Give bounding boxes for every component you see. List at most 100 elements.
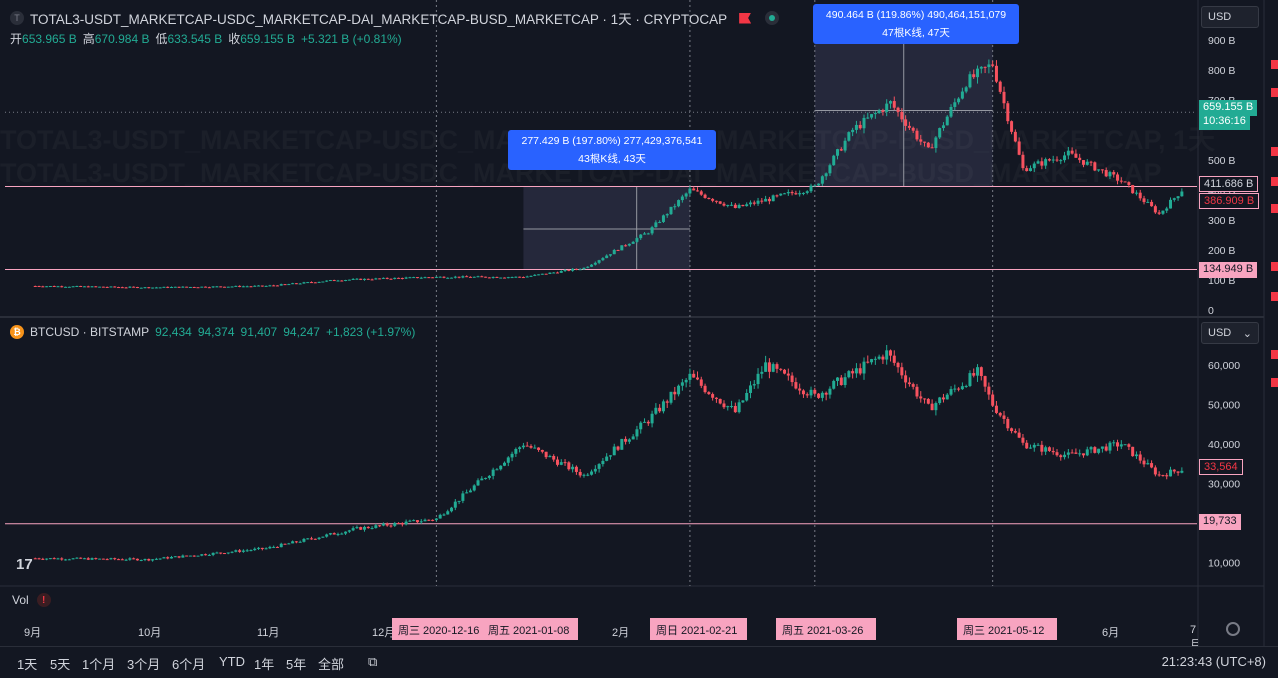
btc-candle (1055, 452, 1059, 456)
total3-candle (1108, 172, 1112, 177)
btc-candle (113, 558, 117, 560)
btc-candle (514, 448, 518, 454)
btc-candle (408, 520, 412, 522)
range-ytd[interactable]: YTD (219, 654, 245, 669)
btc-candle (272, 546, 276, 548)
total3-candle (67, 286, 71, 288)
btc-candle (832, 380, 836, 389)
settings-gear-icon[interactable] (1226, 622, 1240, 636)
btc-candle (283, 543, 287, 545)
total3-candle (548, 272, 552, 275)
warning-icon[interactable]: ! (36, 593, 51, 607)
timezone-clock[interactable]: 21:23:43 (UTC+8) (1161, 654, 1266, 669)
range-all[interactable]: 全部 (318, 657, 345, 672)
total3-candle (340, 280, 344, 282)
btc-candle (771, 364, 775, 372)
btc-candle (767, 362, 771, 372)
btc-candle (1085, 449, 1089, 456)
btc-candle (631, 436, 635, 440)
symbol-icon: T (10, 11, 24, 25)
range-1d[interactable]: 1天 (17, 657, 38, 672)
range-5d[interactable]: 5天 (50, 657, 71, 672)
btc-candle (960, 386, 964, 390)
btc-candle (117, 559, 121, 561)
total3-candle (1119, 180, 1123, 182)
total3-candle (919, 139, 923, 142)
total3-candle (941, 125, 945, 129)
total3-candle (885, 103, 889, 112)
btc-candle (627, 439, 631, 442)
total3-candle (219, 286, 223, 288)
calendar-compare-icon[interactable]: ⧉ (368, 654, 378, 669)
total3-candle (661, 215, 665, 222)
btc-candle (480, 478, 484, 481)
btc-candle (166, 557, 170, 559)
total3-candle (450, 277, 454, 279)
btc-candle (870, 359, 874, 363)
side-marker (1271, 147, 1278, 156)
total3-candle (1021, 154, 1025, 169)
measure-2-line-1: 490.464 B (119.86%) 490,464,151,079 (825, 9, 1007, 21)
btc-candle (332, 533, 336, 535)
total3-candle (832, 155, 836, 166)
total3-candle (105, 286, 109, 288)
total3-candle (1180, 191, 1184, 197)
volume-label[interactable]: Vol (12, 593, 29, 607)
total3-candle (306, 282, 310, 284)
btc-candle (658, 407, 662, 412)
btc-candle (779, 368, 783, 370)
range-3m[interactable]: 3个月 (127, 657, 161, 672)
currency-select-btc[interactable]: USD ⌄ (1201, 322, 1259, 344)
btc-candle (695, 377, 699, 380)
y-tick-label-btc: 40,000 (1208, 439, 1240, 451)
btc-candle (1044, 447, 1048, 452)
currency-select-top[interactable]: USD (1201, 6, 1259, 28)
btc-candle (571, 466, 575, 470)
range-1m[interactable]: 1个月 (82, 657, 116, 672)
total3-candle (1036, 161, 1040, 164)
total3-candle (177, 286, 181, 288)
range-6m[interactable]: 6个月 (172, 657, 206, 672)
range-5y[interactable]: 5年 (286, 657, 307, 672)
total3-candle (726, 204, 730, 206)
side-marker (1271, 350, 1278, 359)
total3-candle (313, 282, 317, 284)
total3-candle (1051, 159, 1055, 161)
btc-candle (1131, 446, 1135, 457)
total3-candle (347, 279, 351, 281)
btc-candle (340, 533, 344, 535)
btc-symbol[interactable]: BTCUSD · BITSTAMP (30, 325, 150, 339)
range-1y[interactable]: 1年 (254, 657, 275, 672)
total3-candle (453, 276, 457, 278)
total3-candle (737, 204, 741, 208)
total3-candle (310, 282, 314, 284)
symbol-title[interactable]: TOTAL3-USDT_MARKETCAP-USDC_MARKETCAP-DAI… (30, 12, 728, 27)
btc-candle (809, 389, 813, 396)
total3-candle (809, 185, 813, 192)
btc-candle (976, 367, 980, 376)
x-tag-4: 周五 2021-03-26 (776, 618, 876, 640)
btc-candle (238, 550, 242, 552)
x-label-nov: 11月 (257, 627, 280, 639)
total3-candle (113, 286, 117, 288)
flag-icon[interactable] (739, 12, 752, 24)
btc-candle (328, 533, 332, 535)
total3-candle (764, 198, 768, 202)
total3-candle (139, 287, 143, 289)
visibility-icon[interactable] (765, 11, 780, 25)
btc-candle (699, 379, 703, 386)
btc-candle (219, 552, 223, 554)
x-label-jun: 6月 (1102, 627, 1120, 639)
total3-candle (994, 65, 998, 82)
btc-candle (56, 558, 60, 560)
btc-candle (707, 392, 711, 395)
measure-1-line-1: 277.429 B (197.80%) 277,429,376,541 (521, 135, 703, 147)
total3-candle (264, 285, 268, 287)
btc-candle (48, 558, 52, 560)
btc-candle (1150, 463, 1154, 468)
tradingview-logo[interactable]: 17 (16, 556, 33, 573)
btc-candle (1089, 447, 1093, 450)
btc-candle (559, 462, 563, 465)
total3-candle (972, 74, 976, 78)
